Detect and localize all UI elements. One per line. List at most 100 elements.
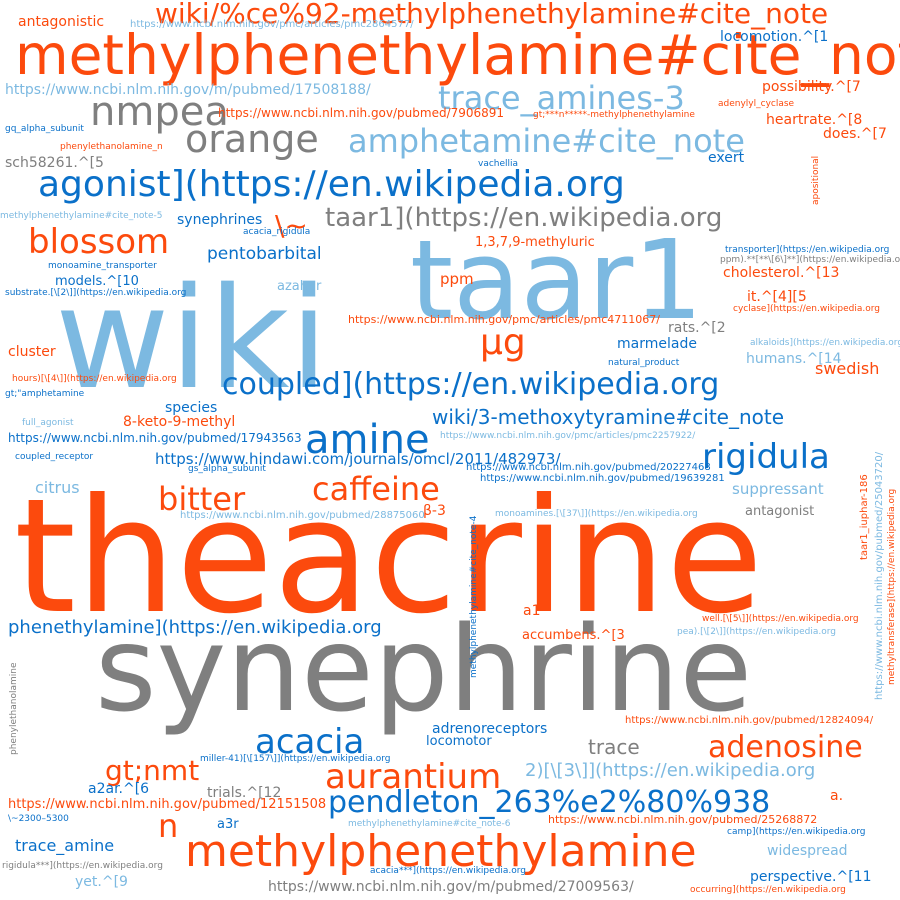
word-pubmed-7906891: https://www.ncbi.nlm.nih.gov/pubmed/7906…: [218, 106, 505, 120]
word-pendleton: pendleton_263%e2%80%938: [328, 785, 771, 820]
word-gt-n-methylphenethylamine: gt;***n*****-methylphenethylamine: [533, 110, 695, 120]
word-orange: orange: [185, 117, 319, 161]
word-pubmed-27009563: https://www.ncbi.nlm.nih.gov/m/pubmed/27…: [268, 879, 634, 895]
word-8-keto-9-methyl: 8-keto-9-methyl: [123, 414, 236, 430]
word-acacia-link: acacia***](https://en.wikipedia.org: [370, 866, 527, 876]
word-beta-3: β-3: [423, 503, 446, 519]
word-acacia: acacia: [255, 722, 365, 762]
word-trace: trace: [588, 735, 640, 759]
word-antagonist: antagonist: [745, 504, 815, 519]
word-adenosine: adenosine: [708, 730, 863, 765]
word-methylphenethylamine-cite-note-4: methylphenethylamine#cite_note-4: [469, 515, 479, 678]
word-phenylethanolamine-n: phenylethanolamine_n: [60, 142, 163, 152]
word-pubmed-20227468: https://www.ncbi.nlm.nih.gov/pubmed/2022…: [466, 462, 711, 473]
word-tilde: \~: [275, 209, 308, 242]
word-pubmed-19639281: https://www.ncbi.nlm.nih.gov/pubmed/1963…: [480, 473, 725, 484]
word-coupled-receptor: coupled_receptor: [15, 452, 94, 462]
word-gt-amphetamine: gt;"amphetamine: [5, 389, 85, 399]
word-locomotion: locomotion.^[1: [720, 29, 829, 45]
word-pmc2864577: https://www.ncbi.nlm.nih.gov/pmc/article…: [130, 19, 414, 30]
word-nmpea: nmpea: [90, 89, 229, 135]
word-alkaloids-link: alkaloids](https://en.wikipedia.org: [750, 338, 900, 348]
word-species: species: [165, 400, 218, 416]
word-pubmed-28875060: https://www.ncbi.nlm.nih.gov/pubmed/2887…: [180, 510, 425, 521]
word-amphetamine-cite-note: amphetamine#cite_note: [348, 122, 745, 160]
word-rigidula-link: rigidula***](https://en.wikipedia.org: [2, 861, 163, 871]
word-adrenoreceptors: adrenoreceptors: [432, 721, 548, 737]
word-pubmed-12824094: https://www.ncbi.nlm.nih.gov/pubmed/1282…: [625, 715, 874, 726]
word-pubmed-25268872: https://www.ncbi.nlm.nih.gov/pubmed/2526…: [548, 813, 818, 826]
word-methyltransferase-link: methyltransferase](https://en.wikipedia.…: [887, 488, 897, 685]
word-possibility: possibility.^[7: [762, 79, 861, 95]
word-2300-5300: \~2300–5300: [8, 814, 69, 824]
word-taar1-iuphar: taar1_iuphar-186: [859, 474, 870, 560]
word-trials: trials.^[12: [207, 785, 282, 801]
word-exert: exert: [708, 150, 745, 166]
word-gq-alpha-subunit: gq_alpha_subunit: [5, 124, 84, 134]
word-taar1-link: taar1](https://en.wikipedia.org: [325, 203, 723, 233]
word-phenethylamine-link: phenethylamine](https://en.wikipedia.org: [8, 617, 382, 638]
word-gs-alpha-subunit: gs_alpha_subunit: [188, 464, 266, 474]
word-apositional: apositional: [811, 155, 821, 205]
word-a3r: a3r: [217, 817, 239, 832]
word-locomotor: locomotor: [426, 734, 492, 749]
word-suppressant: suppressant: [732, 480, 824, 498]
word-cluster: cluster: [8, 344, 56, 360]
word-trace-amine: trace_amine: [15, 836, 115, 855]
word-hindawi-url: https://www.hindawi.com/journals/omcl/20…: [155, 450, 561, 468]
word-citrus: citrus: [35, 478, 80, 497]
word-widespread: widespread: [767, 843, 848, 859]
word-camp-link: camp](https://en.wikipedia.org: [727, 827, 866, 837]
word-hours-link: hours)[\[4\]](https://en.wikipedia.org: [12, 374, 177, 384]
word-occurring-link: occurring](https://en.wikipedia.org: [690, 885, 846, 895]
word-a2ar: a2ar.^[6: [88, 781, 150, 797]
word-does: does.^[7: [823, 126, 887, 142]
word-ppm-link: ppm).**[**\[6\]**](https://en.wikipedia.…: [720, 255, 900, 265]
word-blossom: blossom: [28, 222, 170, 262]
word-n: n: [158, 807, 179, 845]
word-a-dot: a.: [830, 788, 844, 804]
word-gt-nmt: gt;nmt: [105, 754, 200, 787]
word-monoamine-transporter: monoamine_transporter: [48, 261, 157, 271]
word-sch58261: sch58261.^[5: [5, 155, 104, 171]
word-rats: rats.^[2: [668, 320, 726, 336]
word-humans: humans.^[14: [746, 351, 842, 367]
word-caffeine: caffeine: [312, 470, 440, 508]
word-agonist-link: agonist](https://en.wikipedia.org: [38, 164, 625, 205]
word-cyclase-link: cyclase](https://en.wikipedia.org: [733, 304, 881, 314]
word-monoamines-link: monoamines.[\[37\]](https://en.wikipedia…: [495, 509, 698, 519]
word-synephrines: synephrines: [177, 212, 263, 228]
word-pubmed-17943563: https://www.ncbi.nlm.nih.gov/pubmed/1794…: [8, 431, 302, 445]
word-3-methoxytyramine: wiki/3-methoxytyramine#cite_note: [432, 405, 785, 429]
word-antagonistic: antagonistic: [18, 14, 105, 30]
word-wiki: wiki: [55, 258, 329, 421]
word-methylphenethylamine-cite-note: methylphenethylamine#cite_note: [15, 23, 900, 87]
word-methylphenethylamine: methylphenethylamine: [185, 826, 697, 877]
word-pubmed-25043720: https://www.ncbi.nlm.nih.gov/pubmed/2504…: [874, 451, 885, 700]
word-miller-link: miller-41)[\[157\]](https://en.wikipedia…: [200, 754, 391, 764]
word-swedish: swedish: [815, 359, 880, 378]
word-marmelade: marmelade: [617, 336, 697, 352]
word-natural-product: natural_product: [608, 358, 680, 368]
word-taar1: taar1: [410, 216, 704, 344]
word-mu-g: μg: [480, 322, 526, 363]
word-accumbens: accumbens.^[3: [522, 628, 625, 643]
word-bitter: bitter: [158, 480, 246, 518]
word-pea-link: pea).[\[2\]](https://en.wikipedia.org: [677, 627, 837, 637]
word-a1: a1: [523, 603, 541, 619]
word-rigidula: rigidula: [702, 437, 830, 477]
word-vachellia: vachellia: [478, 159, 519, 169]
word-amine: amine: [305, 417, 430, 463]
word-perspective: perspective.^[11: [750, 869, 872, 885]
word-phenylethanolamine: phenylethanolamine: [9, 662, 19, 755]
word-aurantium: aurantium: [325, 757, 502, 797]
word-adenylyl-cyclase: adenylyl_cyclase: [718, 99, 795, 109]
word-pubmed-12151508: https://www.ncbi.nlm.nih.gov/pubmed/1215…: [8, 797, 327, 812]
word-2-3-link: 2)[\[3\]](https://en.wikipedia.org: [525, 760, 816, 781]
word-cholesterol: cholesterol.^[13: [723, 265, 840, 281]
word-pubmed-17508188: https://www.ncbi.nlm.nih.gov/m/pubmed/17…: [5, 82, 371, 98]
word-theacrine: theacrine: [14, 465, 764, 649]
word-well-link: well.[\[5\]](https://en.wikipedia.org: [702, 614, 859, 624]
word-pmc2257922: https://www.ncbi.nlm.nih.gov/pmc/article…: [440, 431, 696, 441]
